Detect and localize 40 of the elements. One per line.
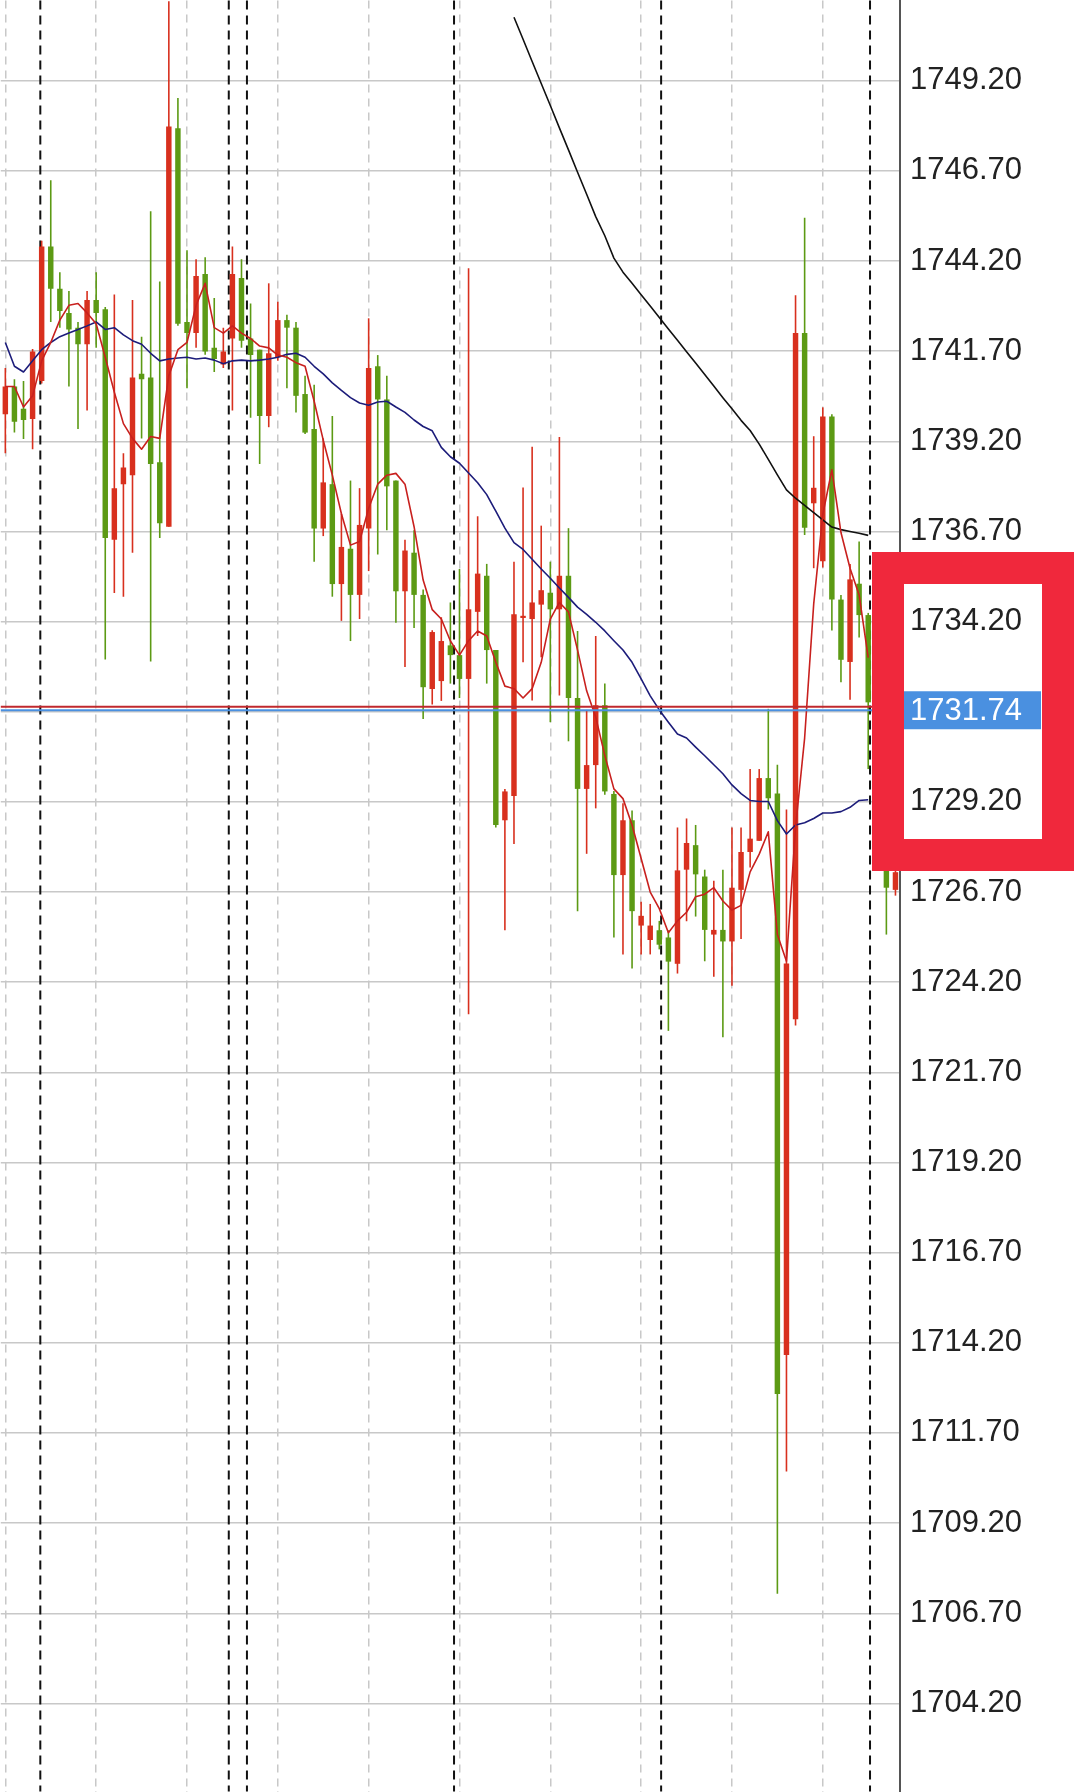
candlestick (538, 524, 544, 659)
candlestick (711, 880, 717, 978)
y-tick-label: 1716.70 (910, 1233, 1023, 1269)
candlestick (184, 249, 190, 390)
candlestick (520, 486, 526, 664)
candlestick (529, 445, 535, 702)
candlestick (75, 321, 81, 430)
candlestick (638, 900, 644, 956)
candlestick (647, 903, 653, 956)
y-tick-label: 1726.70 (910, 872, 1023, 908)
candlestick (720, 868, 726, 1039)
candlestick (66, 290, 72, 388)
y-tick-label: 1736.70 (910, 511, 1023, 547)
y-tick-label: 1746.70 (910, 151, 1023, 187)
y-tick-label: 1709.20 (910, 1503, 1023, 1539)
ref-line-label: 1731.74 (910, 691, 1023, 727)
candlestick (456, 568, 463, 699)
y-tick-label: 1734.20 (910, 602, 1023, 638)
y-tick-label: 1744.20 (910, 241, 1023, 277)
y-tick-label: 1749.20 (910, 61, 1023, 97)
candlestick (211, 297, 217, 373)
candlestick (583, 709, 590, 855)
candlestick (765, 708, 772, 811)
y-tick-label: 1729.20 (910, 782, 1023, 818)
y-tick-label: 1706.70 (910, 1593, 1023, 1629)
y-tick-label: 1721.70 (910, 1052, 1023, 1088)
y-tick-label: 1714.20 (910, 1323, 1023, 1359)
y-tick-label: 1704.20 (910, 1683, 1023, 1719)
candlestick (93, 271, 99, 349)
candlestick (747, 768, 753, 869)
candlestick (284, 313, 290, 390)
y-tick-label: 1719.20 (910, 1143, 1023, 1179)
y-tick-label: 1711.70 (910, 1413, 1020, 1449)
y-tick-label: 1739.20 (910, 421, 1023, 457)
candlestick (656, 920, 663, 951)
candlestick (20, 380, 27, 440)
y-tick-label: 1724.20 (910, 962, 1023, 998)
y-tick-label: 1741.70 (910, 331, 1023, 367)
candlestick (57, 271, 63, 329)
candlestick (447, 601, 454, 685)
